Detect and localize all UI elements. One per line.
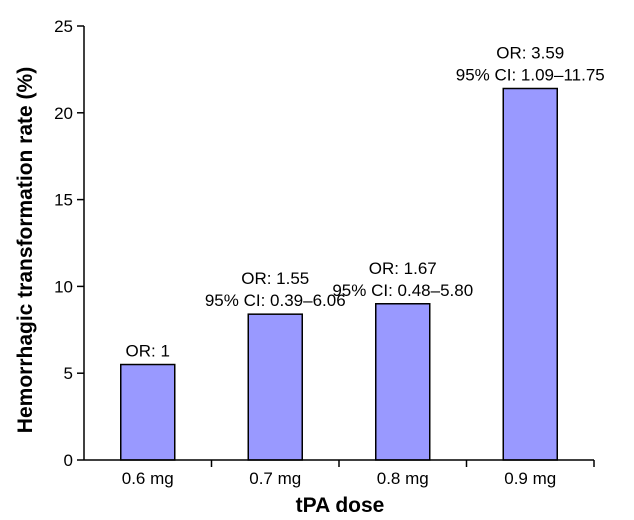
y-tick-label: 20: [54, 104, 73, 123]
bar-annotation: OR: 3.59: [496, 43, 564, 62]
x-tick-label: 0.8 mg: [377, 469, 429, 488]
bar-annotation: OR: 1.67: [369, 259, 437, 278]
bar: [502, 87, 558, 461]
bars-group: [120, 87, 558, 461]
bar: [247, 313, 303, 461]
x-tick-label: 0.6 mg: [122, 469, 174, 488]
y-tick-label: 10: [54, 277, 73, 296]
bar: [375, 303, 431, 461]
bar-annotation: 95% CI: 1.09–11.75: [456, 65, 605, 84]
y-axis-label: Hemorrhagic transformation rate (%): [14, 67, 37, 433]
bar-annotation: 95% CI: 0.39–6.06: [205, 291, 346, 310]
bar-annotation: OR: 1: [126, 342, 170, 361]
y-tick-label: 0: [64, 451, 73, 470]
x-axis-label: tPA dose: [296, 494, 385, 517]
y-tick-label: 15: [54, 191, 73, 210]
annotations-group: OR: 1 OR: 1.55 95% CI: 0.39–6.06 OR: 1.67 95…: [126, 43, 605, 360]
x-tick-label: 0.7 mg: [249, 469, 301, 488]
axes-group: 0 5 10 15 20 25 0.6 mg 0.7 mg 0.8 mg 0.9 mg: [54, 17, 595, 488]
x-tick-label: 0.9 mg: [504, 469, 556, 488]
bar-annotation: OR: 1.55: [241, 269, 309, 288]
bar-annotation: 95% CI: 0.48–5.80: [332, 281, 473, 300]
y-tick-label: 25: [54, 17, 73, 36]
bar: [120, 363, 176, 461]
y-tick-label: 5: [64, 364, 73, 383]
